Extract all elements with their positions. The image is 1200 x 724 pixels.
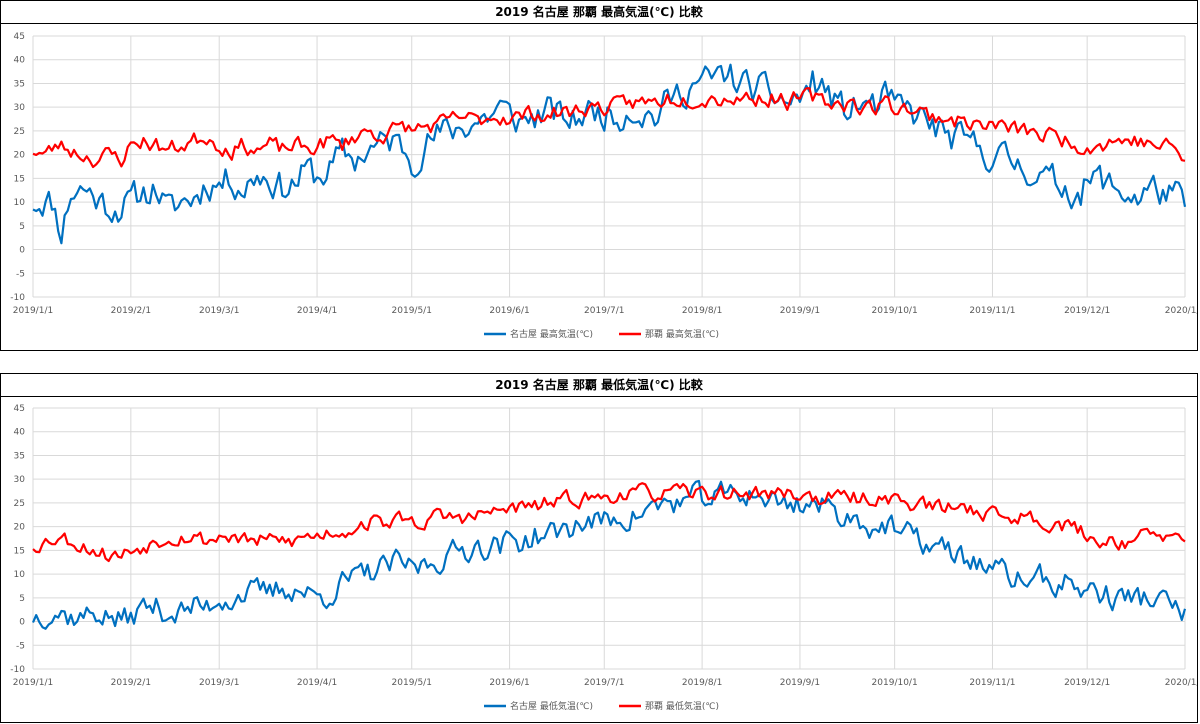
y-tick-label: 15 bbox=[14, 546, 25, 556]
y-tick-label: -10 bbox=[10, 665, 25, 675]
x-tick-label: 2019/7/1 bbox=[584, 306, 624, 316]
y-tick-label: 20 bbox=[14, 523, 26, 533]
y-tick-label: 25 bbox=[14, 127, 25, 137]
x-tick-label: 2019/9/1 bbox=[780, 678, 820, 688]
chart-high-plot: 45 40 35 30 25 20 15 10 5 0 -5 -10 2019/1/1 2019/2/1 2… bbox=[10, 32, 1198, 340]
chart-panel-low: 45 40 35 30 25 20 15 10 5 0 -5 -10 2019/1/1 2019/2/1 2… bbox=[0, 373, 1198, 723]
x-tick-label: 2019/8/1 bbox=[682, 306, 722, 316]
x-tick-label: 2019/4/1 bbox=[297, 678, 337, 688]
y-tick-label: 35 bbox=[14, 451, 25, 461]
legend-label-1: 那覇 最高気温(℃) bbox=[645, 328, 719, 340]
x-tick-label: 2019/1/1 bbox=[13, 306, 53, 316]
y-tick-label: 15 bbox=[14, 174, 25, 184]
y-tick-label: 25 bbox=[14, 499, 25, 509]
x-tick-label: 2019/1/1 bbox=[13, 678, 53, 688]
legend-label-1: 那覇 最低気温(℃) bbox=[645, 700, 719, 712]
x-tick-label: 2019/6/1 bbox=[489, 306, 529, 316]
y-tick-label: -5 bbox=[16, 269, 25, 279]
y-tick-label: 10 bbox=[14, 570, 26, 580]
x-tick-label: 2020/1/1 bbox=[1165, 306, 1198, 316]
y-tick-label: 10 bbox=[14, 198, 26, 208]
x-tick-label: 2019/4/1 bbox=[297, 306, 337, 316]
x-tick-label: 2019/6/1 bbox=[489, 678, 529, 688]
x-tick-label: 2019/2/1 bbox=[111, 678, 151, 688]
chart-low-title: 2019 名古屋 那覇 最低気温(℃) 比較 bbox=[1, 374, 1197, 397]
y-tick-label: 45 bbox=[14, 32, 25, 42]
series-line-0 bbox=[31, 479, 1187, 630]
chart-high-title: 2019 名古屋 那覇 最高気温(℃) 比較 bbox=[1, 1, 1197, 24]
legend-label-0: 名古屋 最低気温(℃) bbox=[510, 700, 593, 712]
x-tick-label: 2019/3/1 bbox=[199, 678, 239, 688]
y-tick-label: 0 bbox=[19, 246, 25, 256]
chart-low-plot: 45 40 35 30 25 20 15 10 5 0 -5 -10 2019/1/1 2019/2/1 2… bbox=[10, 404, 1198, 712]
legend-label-0: 名古屋 最高気温(℃) bbox=[510, 328, 593, 340]
y-tick-label: 45 bbox=[14, 404, 25, 414]
x-tick-label: 2019/5/1 bbox=[392, 678, 432, 688]
x-tick-label: 2019/10/1 bbox=[872, 306, 918, 316]
y-tick-label: -5 bbox=[16, 641, 25, 651]
x-tick-label: 2019/12/1 bbox=[1064, 678, 1110, 688]
x-tick-label: 2019/11/1 bbox=[969, 306, 1015, 316]
series-line-1 bbox=[32, 482, 1186, 563]
x-tick-label: 2019/5/1 bbox=[392, 306, 432, 316]
x-tick-label: 2019/11/1 bbox=[969, 678, 1015, 688]
y-tick-label: 20 bbox=[14, 151, 26, 161]
y-tick-label: 30 bbox=[14, 475, 26, 485]
chart-panel-high: 45 40 35 30 25 20 15 10 5 0 -5 -10 2019/1/1 2019/2/1 2… bbox=[0, 0, 1198, 351]
series-line-0 bbox=[32, 63, 1187, 245]
y-tick-label: -10 bbox=[10, 293, 25, 303]
x-tick-label: 2020/1/1 bbox=[1165, 678, 1198, 688]
y-tick-label: 40 bbox=[14, 56, 26, 66]
series-line-1 bbox=[32, 87, 1186, 169]
x-tick-label: 2019/9/1 bbox=[780, 306, 820, 316]
y-tick-label: 35 bbox=[14, 79, 25, 89]
x-tick-label: 2019/2/1 bbox=[111, 306, 151, 316]
x-tick-label: 2019/7/1 bbox=[584, 678, 624, 688]
y-tick-label: 0 bbox=[19, 618, 25, 628]
x-tick-label: 2019/12/1 bbox=[1064, 306, 1110, 316]
y-tick-label: 30 bbox=[14, 103, 26, 113]
x-tick-label: 2019/10/1 bbox=[872, 678, 918, 688]
y-tick-label: 5 bbox=[19, 222, 25, 232]
x-tick-label: 2019/8/1 bbox=[682, 678, 722, 688]
x-tick-label: 2019/3/1 bbox=[199, 306, 239, 316]
y-tick-label: 5 bbox=[19, 594, 25, 604]
y-tick-label: 40 bbox=[14, 428, 26, 438]
